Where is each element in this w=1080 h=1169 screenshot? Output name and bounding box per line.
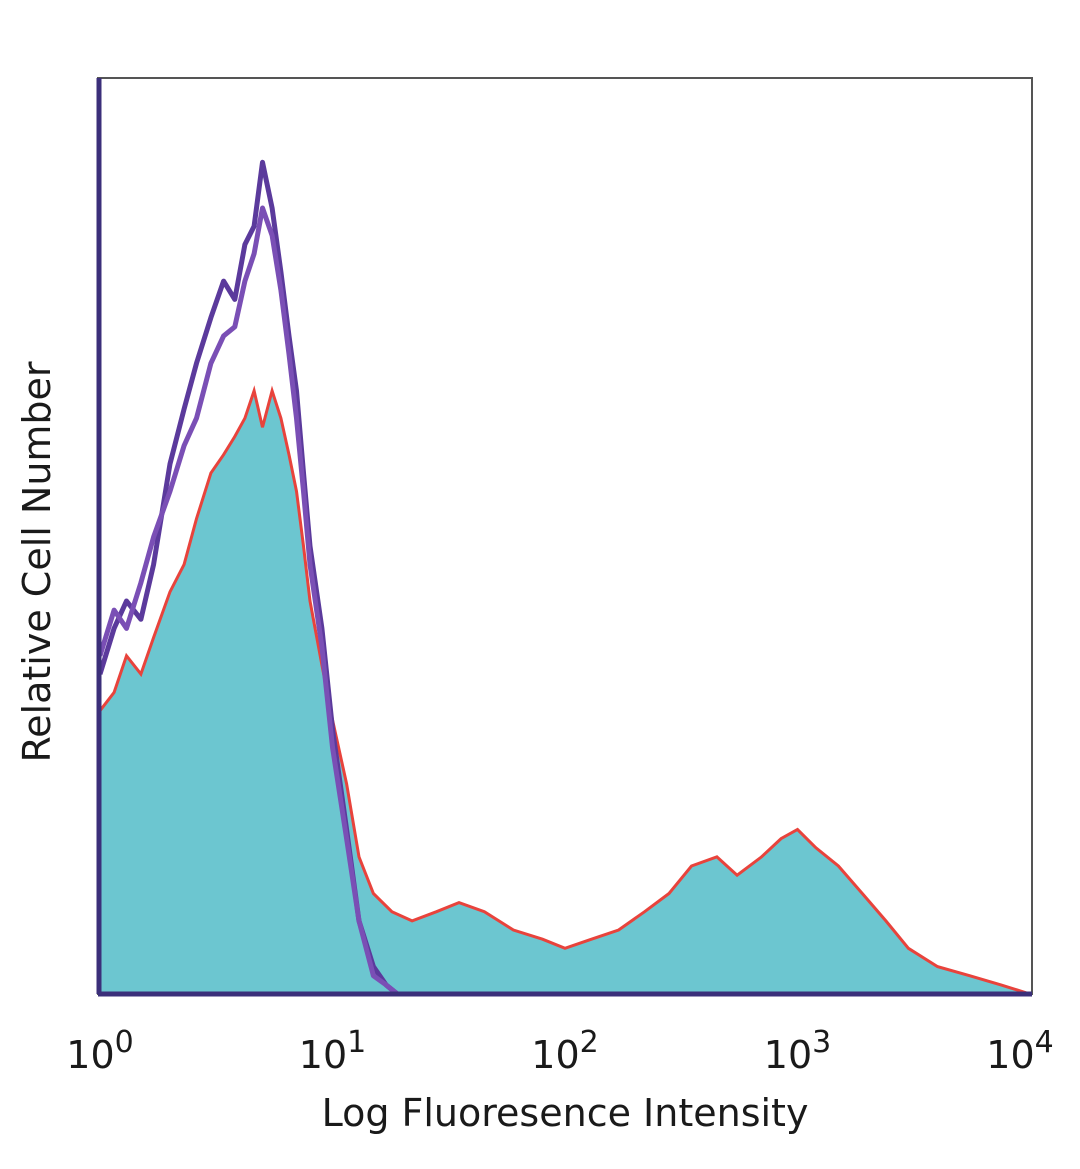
x-tick-label: 102 bbox=[531, 1025, 598, 1077]
x-tick-label-exponent: 3 bbox=[812, 1025, 831, 1060]
x-tick-label-base: 10 bbox=[299, 1033, 347, 1077]
x-tick-label-exponent: 2 bbox=[580, 1025, 599, 1060]
x-tick-label-base: 10 bbox=[66, 1033, 114, 1077]
x-tick-labels: 100 101 102 103 104 bbox=[66, 1025, 1053, 1077]
y-axis-label: Relative Cell Number bbox=[15, 361, 59, 762]
x-tick-label-base: 10 bbox=[764, 1033, 812, 1077]
x-tick-label-exponent: 0 bbox=[115, 1025, 134, 1060]
x-tick-label-base: 10 bbox=[531, 1033, 579, 1077]
series-2-histogram-line bbox=[97, 205, 399, 996]
x-tick-label: 103 bbox=[764, 1025, 831, 1077]
series-0-filled-histogram bbox=[100, 390, 1030, 994]
x-tick-label: 104 bbox=[986, 1025, 1053, 1077]
x-tick-label: 101 bbox=[299, 1025, 366, 1077]
x-tick-label-exponent: 1 bbox=[347, 1025, 366, 1060]
x-axis-label: Log Fluoresence Intensity bbox=[322, 1091, 809, 1135]
series-0-histogram-outline bbox=[98, 385, 1031, 996]
x-tick-label: 100 bbox=[66, 1025, 133, 1077]
series-layer bbox=[97, 159, 1031, 996]
x-tick-label-base: 10 bbox=[986, 1033, 1034, 1077]
x-tick-label-exponent: 4 bbox=[1035, 1025, 1054, 1060]
